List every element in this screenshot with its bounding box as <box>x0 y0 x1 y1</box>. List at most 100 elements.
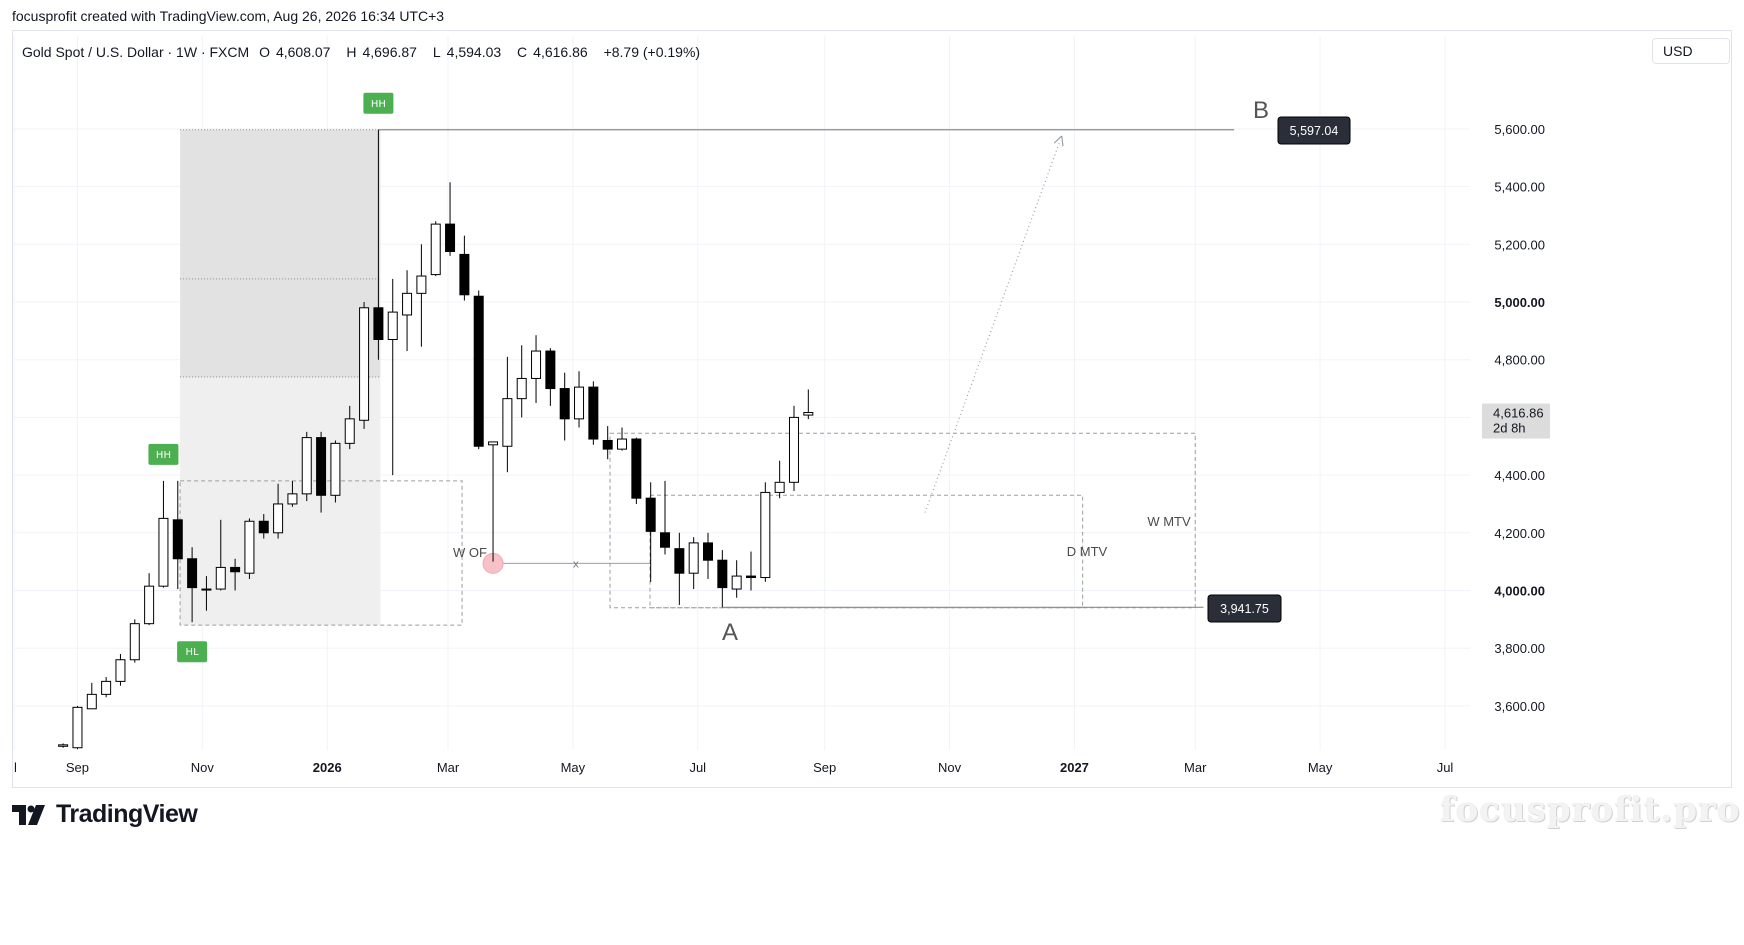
candle-down <box>703 542 714 561</box>
y-axis-tick-label: 4,800.00 <box>1494 353 1545 368</box>
cross-mark: x <box>573 557 580 570</box>
y-axis-tick-label: 4,400.00 <box>1494 468 1545 483</box>
candle-down <box>645 497 656 532</box>
low-number: 4,594.03 <box>446 44 502 60</box>
candle-up <box>774 481 785 493</box>
candle-up <box>731 575 742 590</box>
point-b-label: B <box>1253 97 1269 124</box>
y-axis-tick-label: 4,000.00 <box>1494 584 1545 599</box>
x-axis-tick-label: Mar <box>1184 760 1207 775</box>
candle-up <box>788 416 799 483</box>
candle-up <box>158 517 169 587</box>
candle-up <box>516 377 527 400</box>
close-value: C 4,616.86 <box>517 44 594 60</box>
candle-up <box>115 659 126 682</box>
candle-up <box>359 307 370 421</box>
candle-up <box>287 493 298 505</box>
x-axis-tick-label: Sep <box>66 760 89 775</box>
y-axis-tick-label: 3,600.00 <box>1494 699 1545 714</box>
candle-up <box>803 412 814 416</box>
price-tag <box>1207 594 1282 623</box>
candle-down <box>559 388 570 420</box>
swing-badge <box>148 443 179 465</box>
current-price-value: 4,616.86 <box>1493 406 1544 421</box>
candle-down <box>459 253 470 296</box>
open-value: O 4,608.07 <box>259 44 336 60</box>
watermark: focusprofit.pro <box>1440 790 1741 830</box>
chart-credit: focusprofit created with TradingView.com… <box>12 8 445 24</box>
price-tag-label: 5,597.04 <box>1290 124 1339 138</box>
candle-down <box>545 350 556 390</box>
candles <box>58 129 814 750</box>
point-a-label: A <box>722 619 738 646</box>
y-axis-tick-label: 5,400.00 <box>1494 180 1545 195</box>
label-w-mtv: W MTV <box>1147 514 1191 529</box>
premium-zone-lower <box>180 377 381 626</box>
x-axis-tick-label: May <box>561 760 586 775</box>
open-label: O <box>259 44 270 60</box>
candle-up <box>273 503 284 534</box>
candle-up <box>86 693 97 710</box>
candle-down <box>258 520 269 534</box>
currency-selector[interactable]: USD <box>1652 38 1730 64</box>
high-label: H <box>346 44 357 60</box>
tradingview-logo-text: TradingView <box>56 800 198 828</box>
high-number: 4,696.87 <box>362 44 417 60</box>
chart-frame <box>12 30 1732 788</box>
close-label: C <box>517 44 528 60</box>
candle-up <box>201 588 212 591</box>
tradingview-logo[interactable]: TradingView <box>12 800 198 829</box>
x-axis-tick-label: 2027 <box>1060 760 1089 775</box>
candle-up <box>215 566 226 590</box>
high-value: H 4,696.87 <box>346 44 423 60</box>
y-axis-tick-label: 3,800.00 <box>1494 641 1545 656</box>
candle-up <box>144 585 155 625</box>
candle-up <box>430 223 441 276</box>
candle-down <box>717 559 728 589</box>
label-w-of: W OF <box>453 545 487 560</box>
candle-up <box>344 418 355 444</box>
x-axis-tick-label: Sep <box>813 760 836 775</box>
symbol-legend[interactable]: Gold Spot / U.S. Dollar · 1W · FXCM O 4,6… <box>22 44 706 60</box>
candle-up <box>387 311 398 341</box>
x-axis-tick-label: Jul <box>689 760 706 775</box>
candle-up <box>129 623 140 661</box>
candle-up <box>502 398 513 447</box>
candle-down <box>373 307 384 341</box>
swing-badge <box>177 641 208 663</box>
candle-up <box>244 520 255 574</box>
candle-down <box>187 558 198 589</box>
current-price-box <box>1482 403 1550 439</box>
label-d-mtv: D MTV <box>1067 544 1108 559</box>
candle-down <box>445 223 456 253</box>
x-axis-tick-label: Nov <box>938 760 962 775</box>
candle-up <box>617 438 628 450</box>
candle-down <box>674 548 685 574</box>
open-number: 4,608.07 <box>275 44 331 60</box>
candle-up <box>574 386 585 420</box>
candle-up <box>58 744 69 747</box>
candle-up <box>488 441 499 446</box>
y-axis-tick-label: 5,600.00 <box>1494 122 1545 137</box>
swing-badge-label: HH <box>156 450 171 461</box>
tradingview-logo-icon <box>12 804 45 825</box>
candle-down <box>473 295 484 447</box>
swing-badge-label: HL <box>186 647 200 658</box>
y-axis-tick-label: 5,200.00 <box>1494 237 1545 252</box>
x-axis-tick-label: Nov <box>191 760 215 775</box>
symbol-name: Gold Spot / U.S. Dollar · 1W · FXCM <box>22 44 250 60</box>
candle-down <box>631 438 642 499</box>
x-axis-tick-label: May <box>1308 760 1333 775</box>
projection-arrow <box>924 140 1060 513</box>
candle-down <box>602 439 613 450</box>
candle-up <box>402 292 413 316</box>
candle-down <box>745 575 756 579</box>
candle-up <box>531 350 542 379</box>
candle-down <box>660 532 671 548</box>
candle-up <box>416 275 427 294</box>
low-value: L 4,594.03 <box>433 44 507 60</box>
current-price-countdown: 2d 8h <box>1493 421 1526 436</box>
candle-up <box>760 491 771 579</box>
premium-zone-upper <box>180 129 381 378</box>
